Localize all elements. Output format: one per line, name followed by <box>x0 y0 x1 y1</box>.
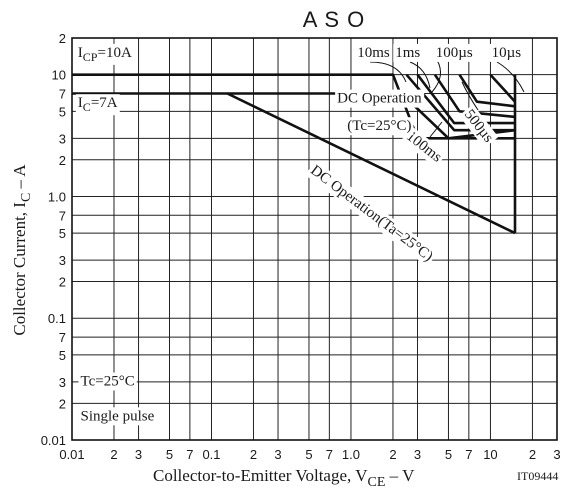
annotation-ic: IC=7A <box>75 94 120 116</box>
annotation-bg-t100us <box>433 43 475 62</box>
annotation-text-dcop: DC Operation <box>337 91 422 107</box>
y-tick-label-13: 5 <box>59 104 66 119</box>
x-tick-label-0: 0.01 <box>59 447 84 462</box>
soa-curve-4 <box>416 73 515 125</box>
annotation-text-tc: Tc=25°C <box>81 374 135 390</box>
x-tick-label-1: 2 <box>110 447 117 462</box>
annotation-sp: Single pulse <box>78 407 157 426</box>
x-tick-label-7: 3 <box>274 447 281 462</box>
y-tick-label-16: 2 <box>59 31 66 46</box>
annotation-dcop: DC Operation <box>335 89 425 108</box>
y-tick-label-11: 2 <box>59 153 66 168</box>
y-tick-label-7: 3 <box>59 253 66 268</box>
annotation-text-sp: Single pulse <box>81 408 155 424</box>
plot-frame <box>71 37 558 441</box>
x-tick-labels: 0.01 2 3 5 7 0.1 2 3 5 7 1.0 2 3 5 7 10 2 3 <box>59 447 560 462</box>
annotation-bg-tc <box>78 372 137 391</box>
y-tick-label-8: 5 <box>59 226 66 241</box>
pointer-arcs <box>369 59 525 138</box>
x-tick-label-9: 7 <box>326 447 333 462</box>
y-tick-label-4: 7 <box>59 330 66 345</box>
soa-curve-7 <box>489 73 516 103</box>
annotation-text-ic: IC=7A <box>78 95 118 114</box>
annotation-text-icp: ICP=10A <box>78 45 132 64</box>
x-tick-label-10: 1.0 <box>342 447 360 462</box>
annotation-text-t100us: 100µs <box>436 45 473 61</box>
x-tick-label-5: 0.1 <box>202 447 220 462</box>
figure-id: IT09444 <box>517 469 558 483</box>
annotation-text-t10ms: 10ms <box>357 45 390 61</box>
annotation-text-dcoptc: (Tc=25°C) <box>347 118 411 134</box>
annotation-t10ms: 10ms <box>355 43 392 62</box>
annotation-text-t1ms: 1ms <box>395 45 420 61</box>
y-tick-label-0: 0.01 <box>41 433 66 448</box>
y-tick-label-6: 2 <box>59 275 66 290</box>
annotation-bg-dcopta <box>305 160 438 267</box>
pointer-1ms <box>409 61 431 89</box>
x-axis-label: Collector-to-Emitter Voltage, VCE – V <box>153 466 415 490</box>
x-tick-label-14: 7 <box>465 447 472 462</box>
annotation-text-t10us: 10µs <box>492 45 522 61</box>
annotation-bg-icp <box>75 43 134 65</box>
x-tick-label-4: 7 <box>186 447 193 462</box>
x-tick-label-12: 3 <box>414 447 421 462</box>
y-tick-label-1: 2 <box>59 396 66 411</box>
annotation-bg-ic <box>75 94 120 116</box>
annotation-t1ms: 1ms <box>393 43 423 62</box>
annotation-tc: Tc=25°C <box>78 372 137 391</box>
y-tick-labels: 0.01 2 3 5 7 0.1 2 3 5 7 1.0 2 3 5 7 10 2 <box>41 31 66 448</box>
chart-title: A S O <box>303 7 365 32</box>
annotation-t100us: 100µs <box>433 43 475 62</box>
y-tick-label-2: 3 <box>59 375 66 390</box>
pointer-500us <box>461 81 479 111</box>
annotation-bg-t10ms <box>355 43 392 62</box>
x-tick-label-11: 2 <box>389 447 396 462</box>
y-tick-label-14: 7 <box>59 87 66 102</box>
y-tick-label-5: 0.1 <box>48 311 66 326</box>
pointer-100us <box>431 59 442 93</box>
annotation-bg-t100ms <box>400 126 447 168</box>
x-tick-label-16: 2 <box>529 447 536 462</box>
x-tick-label-8: 5 <box>305 447 312 462</box>
y-tick-label-10: 1.0 <box>48 189 66 204</box>
annotation-bg-dcoptc <box>345 117 414 136</box>
pointer-10us <box>496 61 525 93</box>
annotation-bg-sp <box>78 407 157 426</box>
y-tick-label-9: 7 <box>59 208 66 223</box>
y-axis-label: Collector Current, IC – A <box>10 164 34 336</box>
annotation-t10us: 10µs <box>489 43 524 62</box>
y-tick-label-15: 10 <box>52 68 66 83</box>
y-tick-label-3: 5 <box>59 348 66 363</box>
annotation-icp: ICP=10A <box>75 43 134 65</box>
x-tick-label-6: 2 <box>250 447 257 462</box>
pointer-10ms <box>369 61 407 83</box>
annotation-bg-t1ms <box>393 43 423 62</box>
annotation-bg-t500us <box>458 104 499 149</box>
x-tick-label-13: 5 <box>445 447 452 462</box>
x-tick-label-2: 3 <box>135 447 142 462</box>
pointer-100ms <box>429 121 443 138</box>
annotation-bg-dcop <box>335 89 425 108</box>
x-tick-label-17: 3 <box>553 447 560 462</box>
annotation-text-dcopta: DC Operation(Ta=25°C) <box>307 162 435 264</box>
x-tick-label-15: 10 <box>483 447 497 462</box>
annotation-dcoptc: (Tc=25°C) <box>345 117 414 136</box>
y-tick-label-12: 3 <box>59 131 66 146</box>
soa-curve-5 <box>433 73 516 119</box>
soa-curve-6 <box>458 73 516 108</box>
grid-lines <box>71 37 558 441</box>
x-tick-label-3: 5 <box>166 447 173 462</box>
annotation-bg-t10us <box>489 43 524 62</box>
